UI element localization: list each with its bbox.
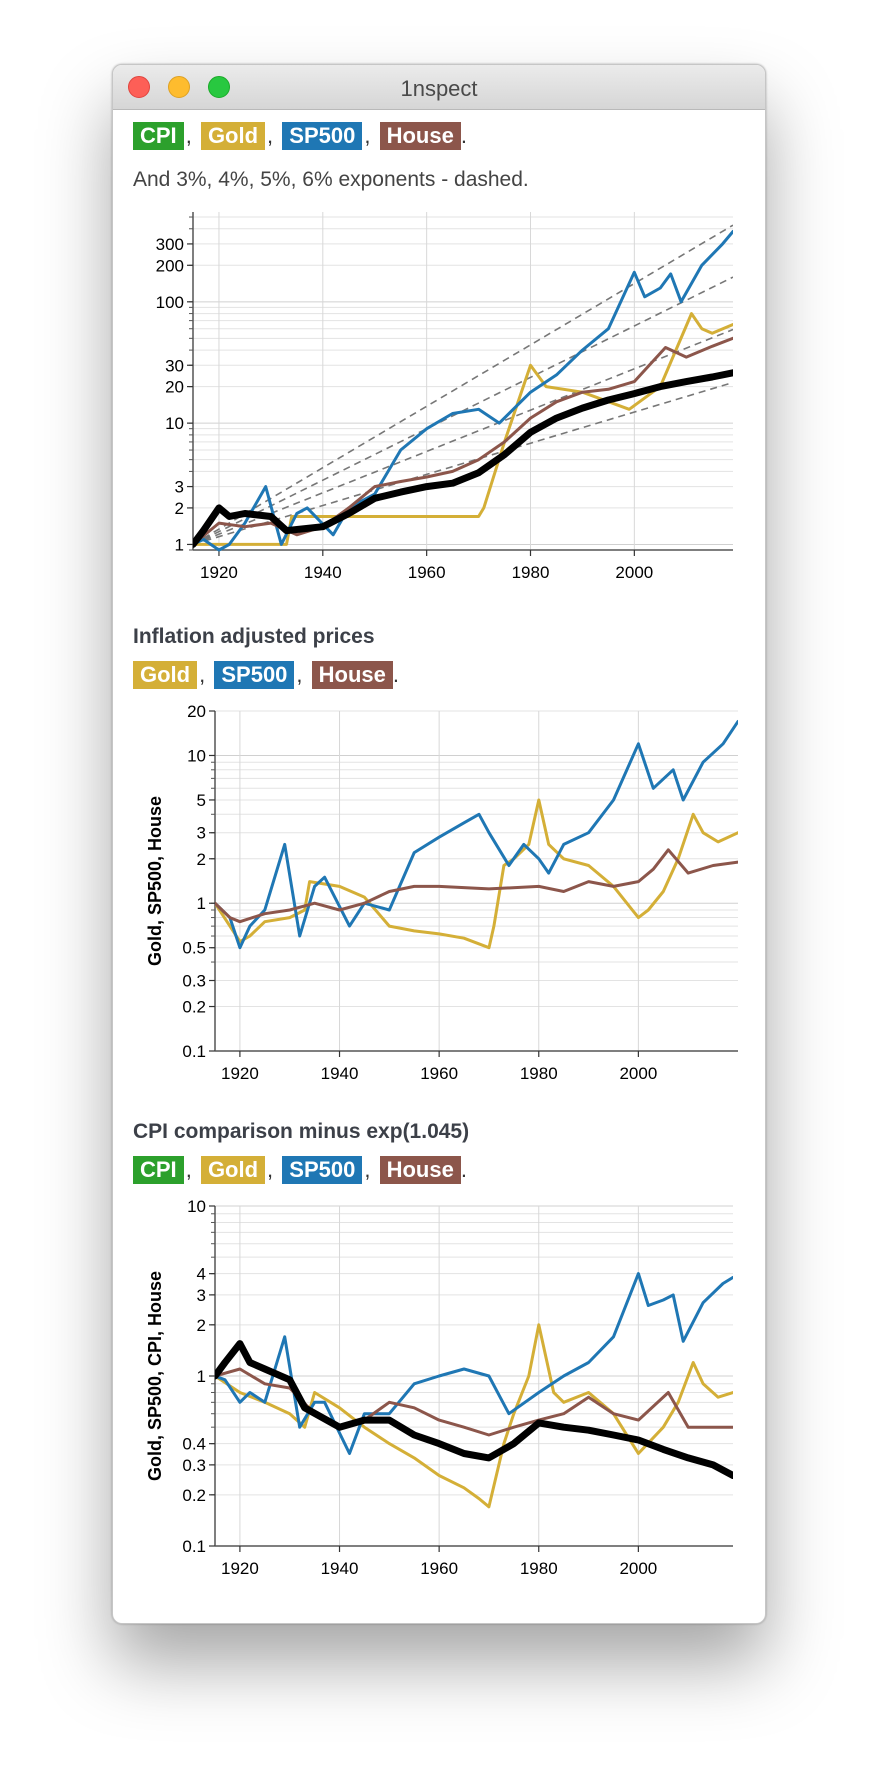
y-tick-label: 1 xyxy=(197,894,206,913)
x-tick-label: 1980 xyxy=(512,563,550,582)
x-tick-label: 2000 xyxy=(619,1064,657,1083)
legend-chip-gold: Gold xyxy=(133,661,198,689)
y-tick-label: 0.2 xyxy=(182,1486,206,1505)
section-title-cpi-comparison: CPI comparison minus exp(1.045) xyxy=(133,1120,470,1143)
chart-inflation-adjusted: 0.1 0.2 0.3 0.5 1 2 3 5 10 20 1920 1940 1960 1980 2000… xyxy=(145,702,738,1083)
series-line-sp500 xyxy=(215,1272,733,1455)
y-tick-label: 10 xyxy=(187,746,206,765)
y-tick-label: 2 xyxy=(197,850,206,869)
y-tick-label: 3 xyxy=(175,478,184,497)
plot-area xyxy=(193,224,733,552)
y-tick-label: 10 xyxy=(187,1197,206,1216)
legend-chip-sp500: SP500 xyxy=(282,1156,363,1184)
x-tick-label: 1960 xyxy=(408,563,446,582)
y-tick-label: 0.1 xyxy=(182,1042,206,1061)
chart-cpi-comparison: 0.1 0.2 0.3 0.4 1 2 3 4 10 1920 1940 1960 1980 2000 Go… xyxy=(145,1197,733,1578)
section-title-inflation: Inflation adjusted prices xyxy=(133,625,375,648)
x-tick-label: 1920 xyxy=(200,563,238,582)
legend-chip-sp500: SP500 xyxy=(282,122,363,150)
legend-chip-cpi: CPI xyxy=(133,122,184,150)
legend-chip-house: House xyxy=(311,661,393,689)
x-tick-label: 1940 xyxy=(304,563,342,582)
zoom-button[interactable] xyxy=(208,76,230,98)
window-title: 1nspect xyxy=(400,76,478,101)
y-tick-label: 3 xyxy=(197,1286,206,1305)
y-tick-label: 1 xyxy=(197,1367,206,1386)
y-tick-label: 200 xyxy=(156,256,184,275)
y-tick-label: 0.3 xyxy=(182,972,206,991)
legend-chip-house: House xyxy=(379,1156,461,1184)
exponent-line-6pct xyxy=(193,224,733,546)
minimize-button[interactable] xyxy=(168,76,190,98)
y-tick-label: 0.5 xyxy=(182,939,206,958)
legend-inflation: Gold, SP500, House. xyxy=(133,661,399,691)
y-tick-label: 20 xyxy=(165,378,184,397)
y-tick-label: 1 xyxy=(175,535,184,554)
chart-nominal-prices: 1 2 3 10 20 30 100 200 300 1920 1940 1960 1980 2000 xyxy=(156,212,733,582)
y-tick-label: 4 xyxy=(197,1265,206,1284)
series-line-gold xyxy=(193,312,733,546)
y-tick-label: 300 xyxy=(156,235,184,254)
legend-chip-house: House xyxy=(379,122,461,150)
y-tick-label: 0.1 xyxy=(182,1537,206,1556)
plot-area xyxy=(215,719,738,950)
exponent-line-4pct xyxy=(193,328,733,546)
exponent-line-3pct xyxy=(193,381,733,546)
series-line-sp500 xyxy=(193,230,733,552)
series-line-gold xyxy=(215,798,738,950)
x-tick-label: 1940 xyxy=(321,1064,359,1083)
x-tick-label: 1940 xyxy=(321,1559,359,1578)
x-tick-label: 1960 xyxy=(420,1064,458,1083)
y-tick-label: 20 xyxy=(187,702,206,721)
x-tick-label: 1960 xyxy=(420,1559,458,1578)
legend-chip-gold: Gold xyxy=(200,122,266,150)
y-tick-label: 3 xyxy=(197,824,206,843)
app-window: 1nspect CPI, Gold, SP500, House. And 3%,… xyxy=(112,64,766,1624)
series-line-cpi xyxy=(215,1340,733,1479)
legend-top: CPI, Gold, SP500, House. xyxy=(133,122,467,152)
y-tick-label: 2 xyxy=(175,499,184,518)
y-tick-label: 10 xyxy=(165,414,184,433)
y-axis-label: Gold, SP500, CPI, House xyxy=(145,1271,165,1481)
x-tick-label: 1980 xyxy=(520,1559,558,1578)
x-tick-label: 1920 xyxy=(221,1064,259,1083)
title-bar[interactable]: 1nspect xyxy=(113,65,765,110)
series-line-cpi xyxy=(193,369,733,548)
y-tick-label: 0.4 xyxy=(182,1435,206,1454)
legend-chip-cpi: CPI xyxy=(133,1156,184,1184)
x-tick-label: 2000 xyxy=(619,1559,657,1578)
cut-off-heading xyxy=(133,110,733,111)
y-tick-label: 0.3 xyxy=(182,1456,206,1475)
legend-cpi-comparison: CPI, Gold, SP500, House. xyxy=(133,1156,467,1186)
y-tick-label: 0.2 xyxy=(182,998,206,1017)
series-line-house xyxy=(215,848,738,924)
legend-chip-gold: Gold xyxy=(200,1156,266,1184)
y-tick-label: 2 xyxy=(197,1316,206,1335)
content-area[interactable]: CPI, Gold, SP500, House. And 3%, 4%, 5%,… xyxy=(113,110,765,1622)
series-line-sp500 xyxy=(215,719,738,950)
x-tick-label: 1920 xyxy=(221,1559,259,1578)
plot-area xyxy=(215,1272,733,1509)
close-button[interactable] xyxy=(128,76,150,98)
x-tick-label: 2000 xyxy=(615,563,653,582)
y-axis-label: Gold, SP500, House xyxy=(145,796,165,966)
legend-chip-sp500: SP500 xyxy=(214,661,295,689)
x-tick-label: 1980 xyxy=(520,1064,558,1083)
y-tick-label: 100 xyxy=(156,293,184,312)
y-tick-label: 5 xyxy=(197,791,206,810)
y-tick-label: 30 xyxy=(165,356,184,375)
series-line-gold xyxy=(215,1323,733,1509)
exponent-note: And 3%, 4%, 5%, 6% exponents - dashed. xyxy=(133,168,529,191)
